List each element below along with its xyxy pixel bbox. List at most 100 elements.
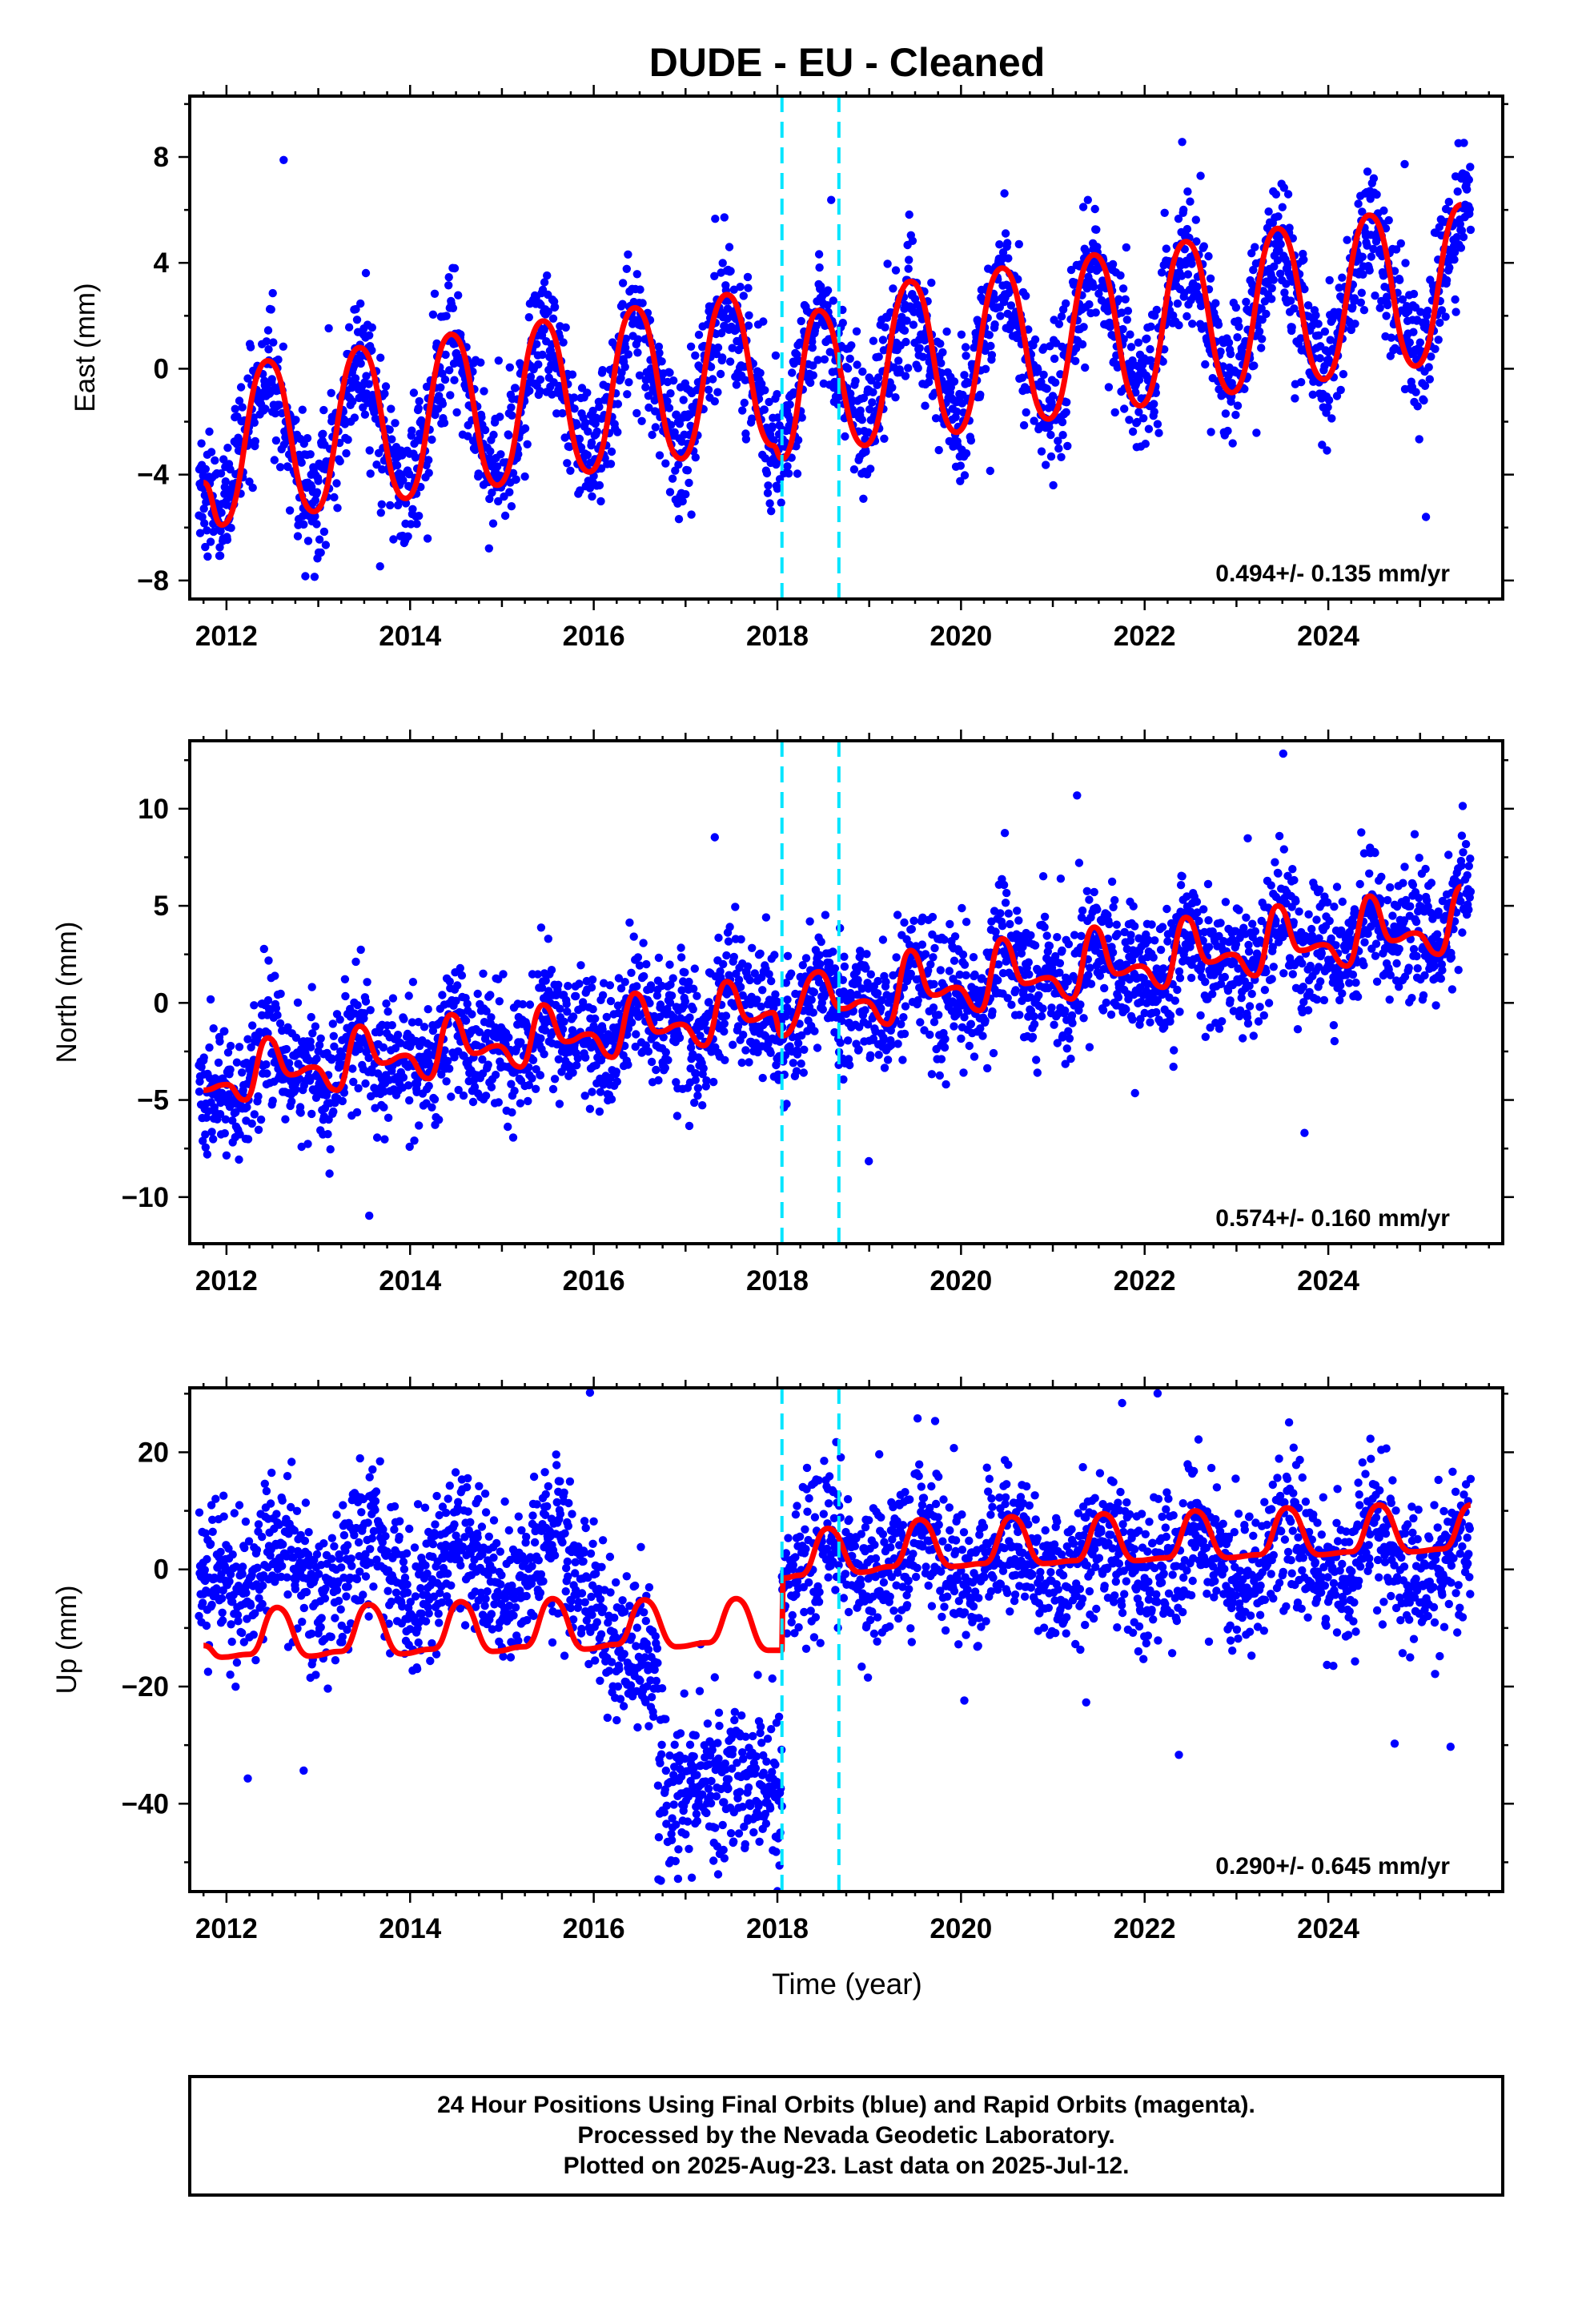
data-point	[585, 1104, 595, 1113]
data-point	[907, 925, 917, 934]
data-point	[738, 406, 747, 415]
data-point	[587, 438, 596, 447]
data-point	[627, 1018, 636, 1027]
data-point	[496, 450, 505, 459]
data-point	[1003, 239, 1012, 247]
data-point	[883, 259, 892, 268]
data-point	[1358, 207, 1367, 216]
data-point	[356, 359, 365, 368]
data-point	[820, 355, 829, 364]
data-point	[1104, 383, 1114, 392]
data-point	[981, 346, 990, 356]
data-point	[1300, 284, 1309, 294]
data-point	[486, 991, 495, 999]
data-point	[900, 918, 909, 927]
data-point	[1382, 312, 1391, 320]
data-point	[1013, 907, 1022, 915]
data-point	[1274, 212, 1283, 221]
data-point	[865, 405, 874, 414]
data-point	[1174, 215, 1183, 223]
data-point	[1061, 1006, 1070, 1015]
data-point	[267, 305, 275, 314]
data-point	[962, 918, 971, 927]
data-point	[720, 1019, 729, 1028]
data-point	[739, 1031, 748, 1039]
data-point	[762, 468, 772, 478]
data-point	[480, 425, 490, 435]
data-point	[316, 1034, 325, 1043]
data-point	[827, 195, 836, 204]
data-point	[487, 1013, 496, 1022]
data-point	[512, 475, 520, 484]
data-point	[518, 999, 528, 1009]
data-point	[1011, 986, 1020, 995]
data-point	[785, 400, 794, 409]
data-point	[444, 273, 453, 282]
data-point	[1108, 948, 1118, 957]
data-point	[523, 440, 532, 448]
data-point	[1081, 363, 1090, 372]
data-point	[246, 343, 255, 352]
data-point	[223, 444, 232, 452]
data-point	[1193, 282, 1202, 292]
data-point	[1026, 931, 1035, 940]
data-point	[1325, 275, 1334, 285]
data-point	[372, 1133, 382, 1142]
data-point	[1435, 223, 1444, 231]
data-point	[279, 342, 287, 351]
data-point	[484, 1060, 492, 1069]
data-point	[525, 386, 534, 396]
data-point	[1291, 394, 1299, 403]
data-point	[853, 975, 862, 984]
data-point	[668, 474, 677, 483]
data-point	[1053, 933, 1062, 942]
data-point	[399, 1073, 408, 1082]
data-point	[219, 455, 228, 464]
data-point	[207, 1128, 216, 1136]
data-point	[201, 1130, 210, 1139]
data-point	[409, 388, 419, 397]
data-point	[1142, 334, 1151, 343]
data-point	[364, 380, 373, 388]
data-point	[793, 469, 802, 478]
data-point	[665, 368, 674, 377]
data-point	[1299, 255, 1308, 264]
data-point	[675, 1033, 685, 1043]
data-point	[247, 1043, 255, 1052]
data-point	[1420, 381, 1430, 390]
data-point	[1037, 447, 1046, 456]
data-point	[534, 360, 543, 369]
data-point	[1372, 190, 1381, 199]
data-point	[960, 471, 970, 480]
data-point	[1094, 289, 1103, 298]
data-point	[962, 449, 971, 458]
data-point	[1116, 271, 1125, 280]
data-point	[231, 404, 239, 413]
data-point	[296, 1108, 305, 1117]
data-point	[201, 542, 210, 552]
data-point	[392, 461, 402, 470]
data-point	[710, 397, 719, 406]
data-point	[1279, 183, 1289, 192]
data-point	[520, 472, 529, 481]
data-point	[453, 981, 462, 990]
data-point	[753, 995, 761, 1004]
data-point	[986, 341, 995, 351]
data-point	[1078, 906, 1087, 915]
data-point	[321, 619, 329, 627]
data-point	[1192, 237, 1201, 246]
data-point	[580, 1092, 589, 1100]
data-point	[893, 1039, 902, 1048]
data-point	[1001, 899, 1010, 907]
data-point	[282, 1044, 291, 1054]
data-point	[1216, 347, 1225, 356]
data-point	[405, 1096, 414, 1105]
data-point	[198, 513, 207, 521]
data-point	[584, 427, 592, 436]
data-point	[809, 371, 817, 380]
data-point	[741, 435, 751, 444]
data-point	[1421, 513, 1431, 521]
data-point	[743, 962, 753, 971]
data-point	[978, 1031, 987, 1040]
data-point	[799, 1068, 808, 1077]
